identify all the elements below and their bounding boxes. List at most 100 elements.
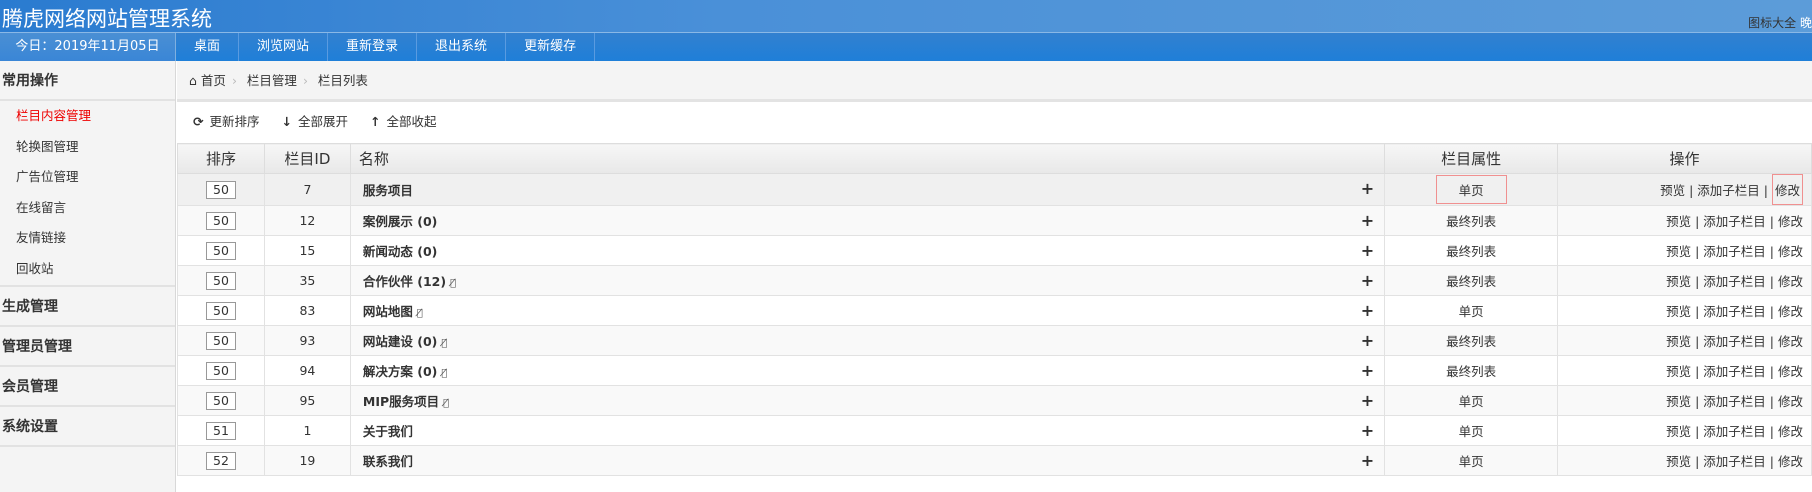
column-attr: 最终列表	[1446, 334, 1497, 349]
edit-link[interactable]: 修改	[1777, 334, 1803, 349]
preview-link[interactable]: 预览	[1666, 364, 1692, 379]
sidebar-item-column-content[interactable]: 栏目内容管理	[16, 108, 92, 123]
preview-link[interactable]: 预览	[1666, 274, 1692, 289]
add-child-link[interactable]: 添加子栏目	[1697, 183, 1760, 198]
preview-link[interactable]: 预览	[1666, 394, 1692, 409]
id-cell: 12	[263, 205, 351, 236]
add-child-link[interactable]: 添加子栏目	[1703, 454, 1766, 469]
header-ops: 操作	[1557, 143, 1812, 174]
preview-link[interactable]: 预览	[1666, 304, 1692, 319]
name-cell: 案例展示 (0) +	[349, 205, 1386, 236]
order-input[interactable]: 52	[205, 451, 236, 470]
eye-slash-icon: 👁̸	[441, 338, 448, 349]
toolbar: ⟳ 更新排序 ↓ 全部展开 ↑ 全部收起	[177, 102, 1812, 143]
collapse-all-button[interactable]: ↑ 全部收起	[370, 114, 437, 129]
table-row: 50 12 案例展示 (0) + 最终列表 预览 | 添加子栏目 | 修改	[177, 205, 1812, 236]
plus-icon[interactable]: +	[1360, 301, 1375, 320]
edit-link[interactable]: 修改	[1777, 364, 1803, 379]
refresh-sort-button[interactable]: ⟳ 更新排序	[193, 114, 260, 129]
preview-link[interactable]: 预览	[1666, 454, 1692, 469]
order-input[interactable]: 50	[205, 180, 236, 199]
breadcrumb-home[interactable]: 首页	[200, 73, 226, 88]
icon-library-link[interactable]: 图标大全	[1748, 16, 1797, 30]
order-cell: 50	[177, 355, 265, 386]
add-child-link[interactable]: 添加子栏目	[1703, 334, 1766, 349]
column-name: 新闻动态 (0)	[362, 244, 438, 259]
plus-icon[interactable]: +	[1360, 391, 1375, 410]
table-row: 50 15 新闻动态 (0) + 最终列表 预览 | 添加子栏目 | 修改	[177, 235, 1812, 266]
plus-icon[interactable]: +	[1360, 211, 1375, 230]
nav-refresh-cache[interactable]: 更新缓存	[506, 33, 596, 61]
sidebar-item-ads[interactable]: 广告位管理	[16, 169, 79, 184]
eye-slash-icon: 👁̸	[443, 398, 450, 409]
sidebar-item-messages[interactable]: 在线留言	[16, 199, 67, 215]
sidebar-section-members[interactable]: 会员管理	[0, 367, 175, 407]
order-input[interactable]: 50	[205, 271, 236, 290]
edit-link[interactable]: 修改	[1777, 394, 1803, 409]
name-cell: 关于我们 +	[349, 415, 1386, 446]
plus-icon[interactable]: +	[1360, 421, 1375, 440]
table-row: 50 83 网站地图 👁̸ + 单页 预览 | 添加子栏目 | 修改	[177, 295, 1812, 326]
eye-slash-icon: 👁̸	[450, 278, 457, 289]
edit-link[interactable]: 修改	[1777, 214, 1803, 229]
order-input[interactable]: 50	[205, 211, 236, 230]
order-input[interactable]: 50	[205, 391, 236, 410]
plus-icon[interactable]: +	[1360, 331, 1375, 350]
edit-link[interactable]: 修改	[1771, 174, 1803, 205]
add-child-link[interactable]: 添加子栏目	[1703, 394, 1766, 409]
id-cell: 35	[263, 265, 351, 296]
plus-icon[interactable]: +	[1360, 241, 1375, 260]
preview-link[interactable]: 预览	[1660, 183, 1686, 198]
sidebar-item-carousel[interactable]: 轮换图管理	[16, 138, 79, 154]
sidebar-section-common[interactable]: 常用操作	[0, 61, 175, 101]
sidebar-section-settings[interactable]: 系统设置	[0, 407, 175, 447]
order-input[interactable]: 51	[205, 421, 236, 440]
eye-slash-icon: 👁̸	[416, 308, 423, 319]
expand-all-button[interactable]: ↓ 全部展开	[281, 114, 348, 129]
nav-relogin[interactable]: 重新登录	[328, 33, 418, 61]
add-child-link[interactable]: 添加子栏目	[1703, 274, 1766, 289]
order-input[interactable]: 50	[205, 241, 236, 260]
order-cell: 50	[177, 325, 265, 356]
name-cell: 合作伙伴 (12) 👁̸ +	[349, 265, 1386, 296]
preview-link[interactable]: 预览	[1666, 244, 1692, 259]
nav-desktop[interactable]: 桌面	[176, 33, 240, 61]
sidebar-section-generate[interactable]: 生成管理	[0, 287, 175, 327]
preview-link[interactable]: 预览	[1666, 334, 1692, 349]
column-name: 合作伙伴 (12)	[362, 274, 447, 289]
add-child-link[interactable]: 添加子栏目	[1703, 244, 1766, 259]
nav-browse-site[interactable]: 浏览网站	[239, 33, 329, 61]
preview-link[interactable]: 预览	[1666, 424, 1692, 439]
edit-link[interactable]: 修改	[1777, 424, 1803, 439]
table-row: 50 93 网站建设 (0) 👁̸ + 最终列表 预览 | 添加子栏目 | 修改	[177, 325, 1812, 356]
header-id: 栏目ID	[263, 143, 351, 174]
edit-link[interactable]: 修改	[1777, 454, 1803, 469]
top-right: 图标大全 晚	[1748, 14, 1812, 31]
add-child-link[interactable]: 添加子栏目	[1703, 304, 1766, 319]
attr-cell: 单页	[1384, 415, 1559, 446]
order-input[interactable]: 50	[205, 361, 236, 380]
add-child-link[interactable]: 添加子栏目	[1703, 424, 1766, 439]
sidebar-item-recycle[interactable]: 回收站	[0, 254, 175, 287]
order-input[interactable]: 50	[205, 331, 236, 350]
preview-link[interactable]: 预览	[1666, 214, 1692, 229]
plus-icon[interactable]: +	[1360, 271, 1375, 290]
nav-logout[interactable]: 退出系统	[417, 33, 507, 61]
edit-link[interactable]: 修改	[1777, 274, 1803, 289]
plus-icon[interactable]: +	[1360, 179, 1375, 198]
add-child-link[interactable]: 添加子栏目	[1703, 214, 1766, 229]
plus-icon[interactable]: +	[1360, 451, 1375, 470]
sidebar-item-links[interactable]: 友情链接	[16, 230, 67, 245]
arrow-up-icon: ↑	[369, 114, 381, 129]
attr-cell: 最终列表	[1384, 355, 1559, 386]
edit-link[interactable]: 修改	[1777, 304, 1803, 319]
sidebar: 常用操作 栏目内容管理 轮换图管理 广告位管理 在线留言 友情链接 回收站 生成…	[0, 61, 176, 492]
id-cell: 83	[263, 295, 351, 326]
edit-link[interactable]: 修改	[1777, 244, 1803, 259]
breadcrumb-column-manage[interactable]: 栏目管理	[246, 73, 297, 88]
plus-icon[interactable]: +	[1360, 361, 1375, 380]
sidebar-section-admins[interactable]: 管理员管理	[0, 327, 175, 367]
add-child-link[interactable]: 添加子栏目	[1703, 364, 1766, 379]
order-input[interactable]: 50	[205, 301, 236, 320]
collapse-all-label: 全部收起	[386, 114, 437, 129]
